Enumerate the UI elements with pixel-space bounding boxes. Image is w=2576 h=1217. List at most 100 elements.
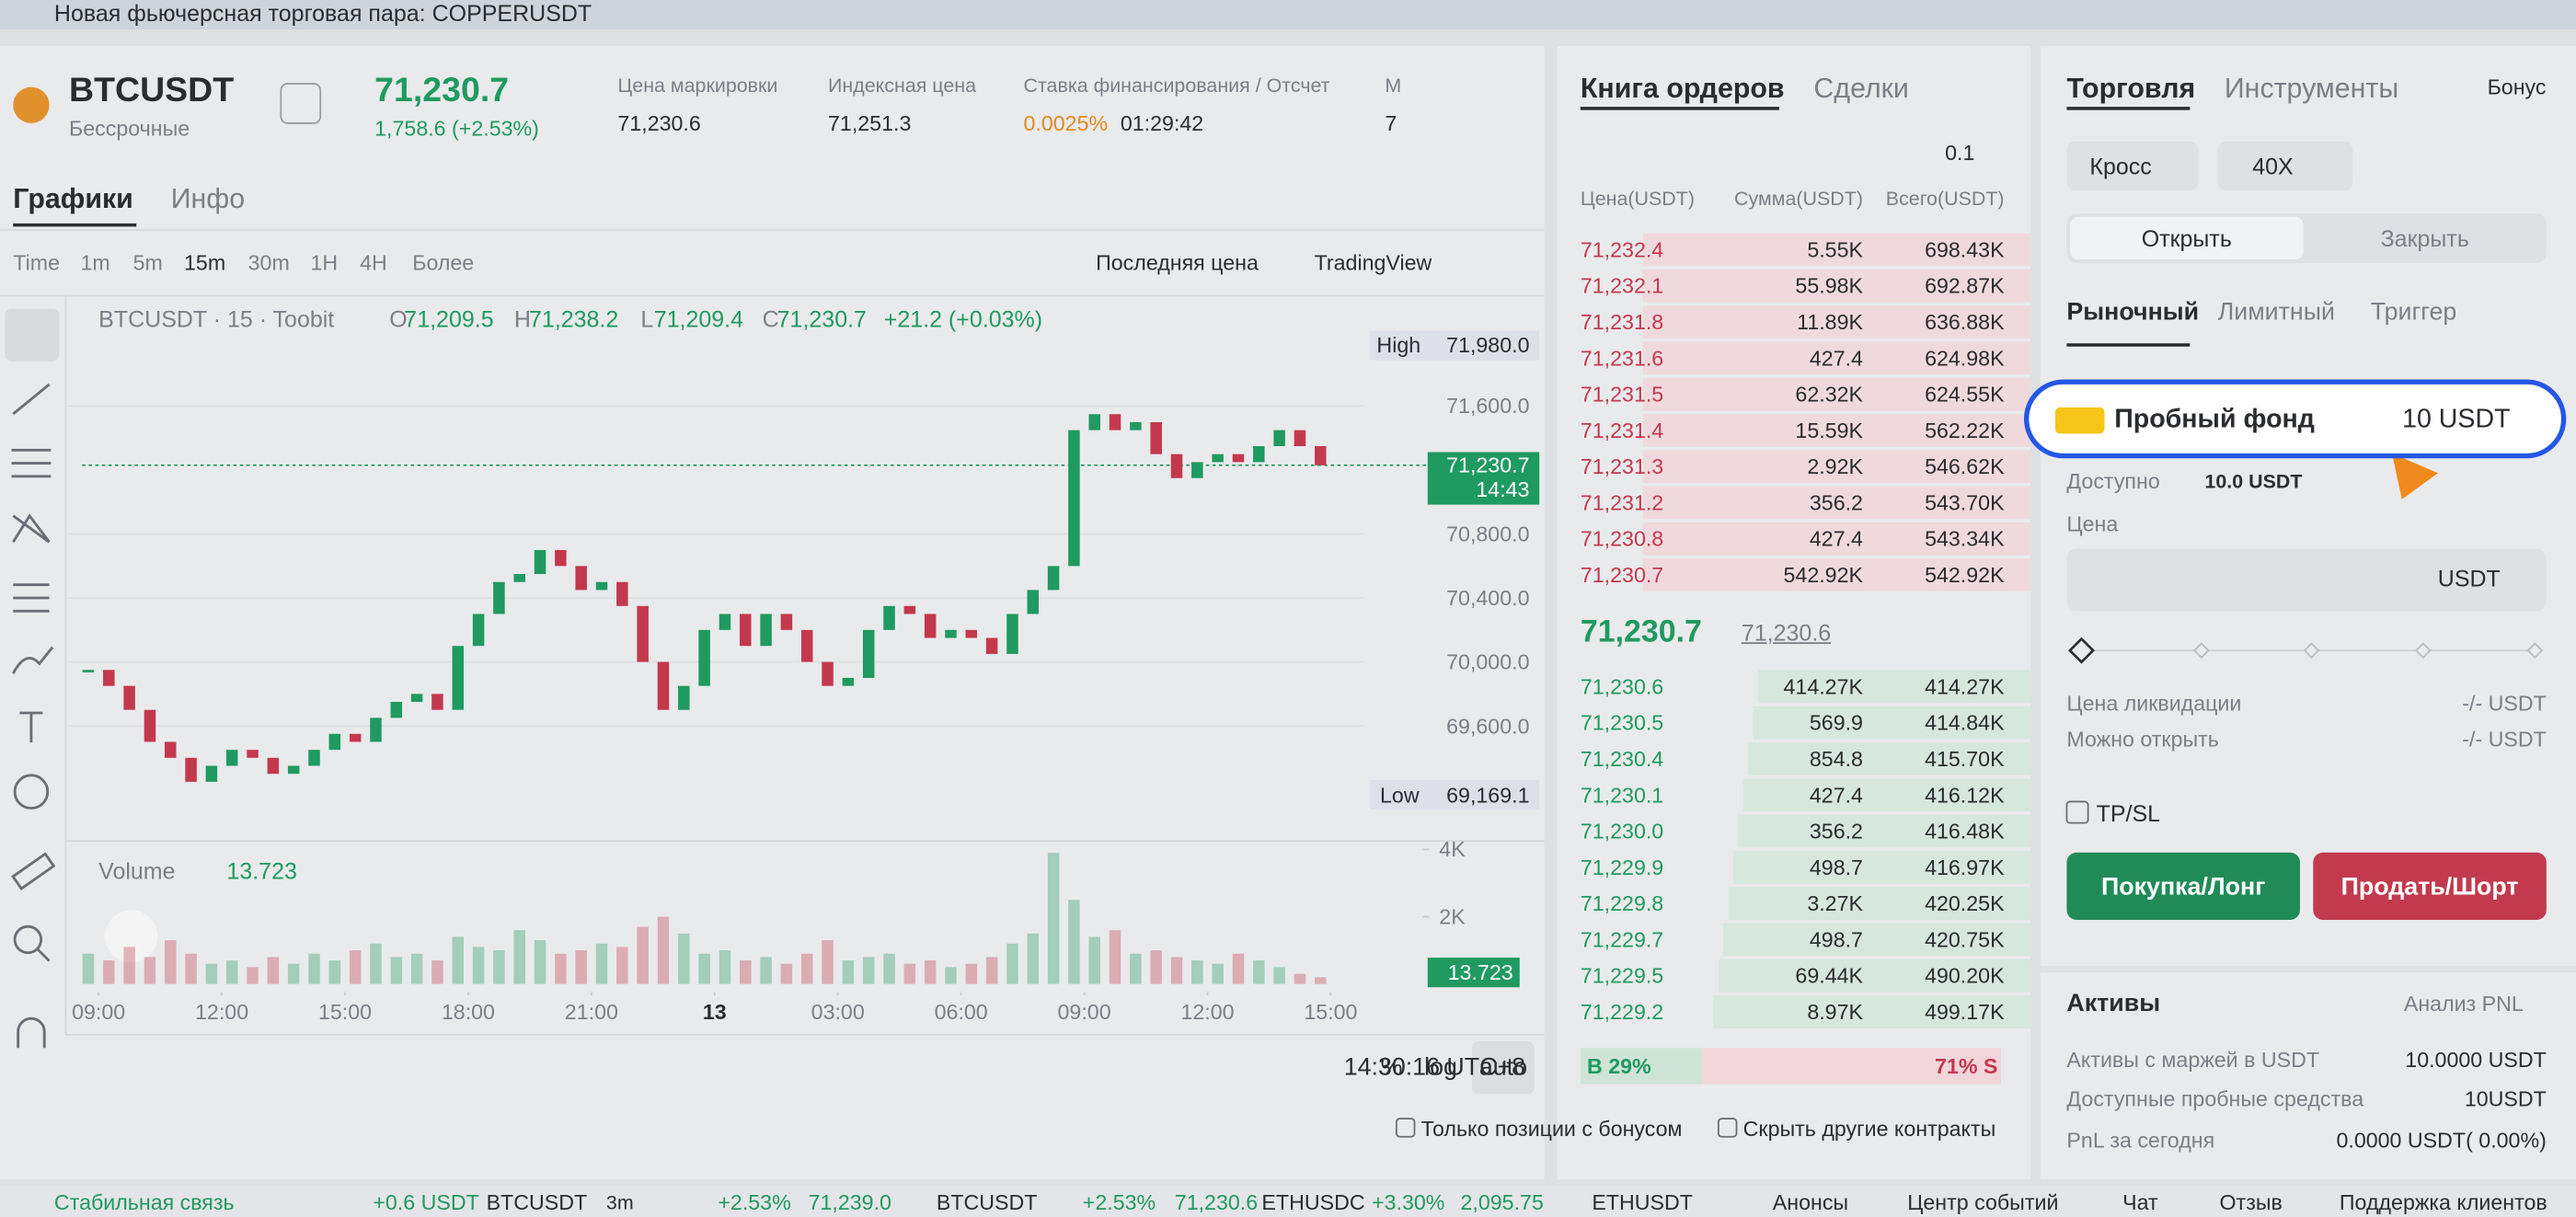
candle (575, 566, 587, 591)
price-type-select[interactable]: Последняя цена (1096, 250, 1259, 276)
book-price[interactable]: 71,230.8 (1580, 526, 1664, 552)
volume-bar (390, 957, 403, 984)
depth-band (1738, 814, 2031, 848)
tab[interactable]: Книга ордеров (1580, 73, 1785, 105)
book-price[interactable]: 71,230.5 (1580, 710, 1664, 736)
book-total: 692.87K (1925, 273, 2005, 299)
view-select[interactable]: TradingView (1314, 250, 1432, 276)
depth-band (1642, 486, 2031, 520)
candle (1315, 446, 1327, 465)
symbol[interactable]: BTCUSDT (68, 71, 235, 109)
candle (1170, 454, 1183, 478)
volume-bar (1212, 963, 1224, 984)
filter[interactable]: Только позиции с бонусом (1420, 1116, 1683, 1142)
book-price[interactable]: 71,231.6 (1580, 345, 1664, 371)
margin-select[interactable]: Кросс (2089, 153, 2152, 179)
interval[interactable]: 1H (310, 250, 339, 276)
book-total: 420.75K (1925, 927, 2005, 952)
volume-bar (493, 950, 505, 984)
price-unit[interactable]: USDT (2437, 565, 2501, 591)
trial-fund-amount[interactable]: 10 USDT (2402, 406, 2511, 434)
status-link[interactable]: Чат (2122, 1189, 2158, 1215)
book-total: 414.27K (1925, 674, 2005, 699)
volume-bar (1315, 977, 1327, 984)
stat-label: Индексная цена (827, 74, 977, 98)
book-price[interactable]: 71,231.5 (1580, 382, 1664, 407)
tab[interactable]: Сделки (1813, 73, 1909, 105)
interval[interactable]: 5m (132, 250, 163, 276)
candle (1130, 421, 1142, 431)
candle (595, 581, 608, 591)
sell-button[interactable]: Продать/Шорт (2340, 873, 2519, 901)
auto-toggle-bg (1471, 1041, 1535, 1095)
percent-toggle[interactable]: % (1380, 1053, 1403, 1082)
interval[interactable]: Time (13, 250, 61, 276)
candle (144, 709, 156, 742)
filter[interactable]: Скрыть другие контракты (1742, 1116, 1996, 1142)
tab[interactable]: Торговля (2066, 73, 2196, 105)
candle (123, 685, 135, 710)
book-price[interactable]: 71,232.4 (1580, 237, 1664, 262)
volume-bar (1006, 943, 1018, 984)
side-tab[interactable]: Закрыть (2380, 224, 2469, 252)
pnl-link[interactable]: Анализ PNL (2403, 991, 2524, 1016)
book-price[interactable]: 71,230.1 (1580, 782, 1664, 808)
ticker-symbol[interactable]: ETHUSDT (1592, 1189, 1693, 1215)
interval[interactable]: 4H (360, 250, 387, 276)
ticker-symbol[interactable]: BTCUSDT (936, 1189, 1038, 1215)
book-price[interactable]: 71,230.4 (1580, 746, 1664, 772)
book-price[interactable]: 71,231.4 (1580, 418, 1664, 443)
auto-toggle[interactable]: auto (1478, 1053, 1528, 1082)
tpsl[interactable]: TP/SL (2096, 799, 2161, 827)
book-total: 542.92K (1925, 562, 2005, 588)
leverage-select[interactable]: 40X (2252, 153, 2294, 179)
book-total: 499.17K (1925, 999, 2005, 1025)
status-link[interactable]: Центр событий (1907, 1189, 2059, 1215)
status-link[interactable]: Отзыв (2219, 1189, 2283, 1215)
volume-bar (862, 957, 875, 984)
trial-fund-label[interactable]: Пробный фонд (2114, 406, 2315, 434)
tab[interactable]: Инфо (170, 183, 246, 215)
buy-button[interactable]: Покупка/Лонг (2101, 873, 2266, 901)
interval[interactable]: Более (412, 250, 475, 276)
book-price[interactable]: 71,231.8 (1580, 309, 1664, 335)
y-tick-label: 70,800.0 (1446, 522, 1530, 546)
ticker-symbol[interactable]: ETHUSDC (1261, 1189, 1365, 1215)
book-amount: 854.8 (1809, 746, 1863, 772)
book-price[interactable]: 71,231.2 (1580, 490, 1664, 515)
bonus-link[interactable]: Бонус (2487, 75, 2547, 100)
status-link[interactable]: Анонсы (1772, 1189, 1849, 1215)
column-header: Сумма(USDT) (1734, 187, 1863, 211)
interval[interactable]: 30m (247, 250, 290, 276)
order-type-tab[interactable]: Рыночный (2066, 298, 2200, 327)
tab[interactable]: Инструменты (2224, 73, 2399, 105)
book-price[interactable]: 71,232.1 (1580, 273, 1664, 299)
book-price[interactable]: 71,231.3 (1580, 454, 1664, 479)
side-tab[interactable]: Открыть (2141, 224, 2232, 252)
status-link[interactable]: Поддержка клиентов (2339, 1189, 2547, 1215)
volume-bar (965, 963, 978, 984)
book-price[interactable]: 71,230.0 (1580, 819, 1664, 844)
volume-bar (1191, 960, 1203, 984)
order-type-tab[interactable]: Лимитный (2217, 298, 2335, 327)
candle (555, 549, 567, 567)
log-toggle[interactable]: log (1424, 1053, 1457, 1082)
book-price[interactable]: 71,229.7 (1580, 927, 1664, 952)
book-price[interactable]: 71,229.5 (1580, 963, 1664, 989)
book-price[interactable]: 71,229.8 (1580, 890, 1664, 916)
trial-fund-highlight[interactable] (2023, 379, 2567, 459)
tab[interactable]: Графики (13, 183, 133, 215)
book-price[interactable]: 71,230.7 (1580, 562, 1664, 588)
interval[interactable]: 1m (80, 250, 110, 276)
book-price[interactable]: 71,229.9 (1580, 855, 1664, 880)
interval[interactable]: 15m (183, 250, 226, 276)
book-price[interactable]: 71,230.6 (1580, 674, 1664, 699)
legend-item: BTCUSDT · 15 · Toobit (98, 305, 335, 332)
volume-bar (1088, 936, 1100, 984)
high-label: High (1376, 333, 1421, 358)
book-price[interactable]: 71,229.2 (1580, 999, 1664, 1025)
candle (370, 718, 382, 742)
step-select[interactable]: 0.1 (1945, 140, 1975, 166)
order-type-tab[interactable]: Триггер (2370, 298, 2457, 327)
